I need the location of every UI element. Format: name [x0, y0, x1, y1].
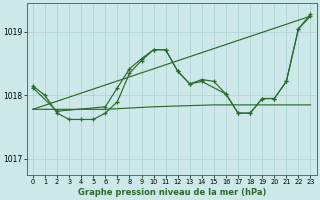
- X-axis label: Graphe pression niveau de la mer (hPa): Graphe pression niveau de la mer (hPa): [77, 188, 266, 197]
